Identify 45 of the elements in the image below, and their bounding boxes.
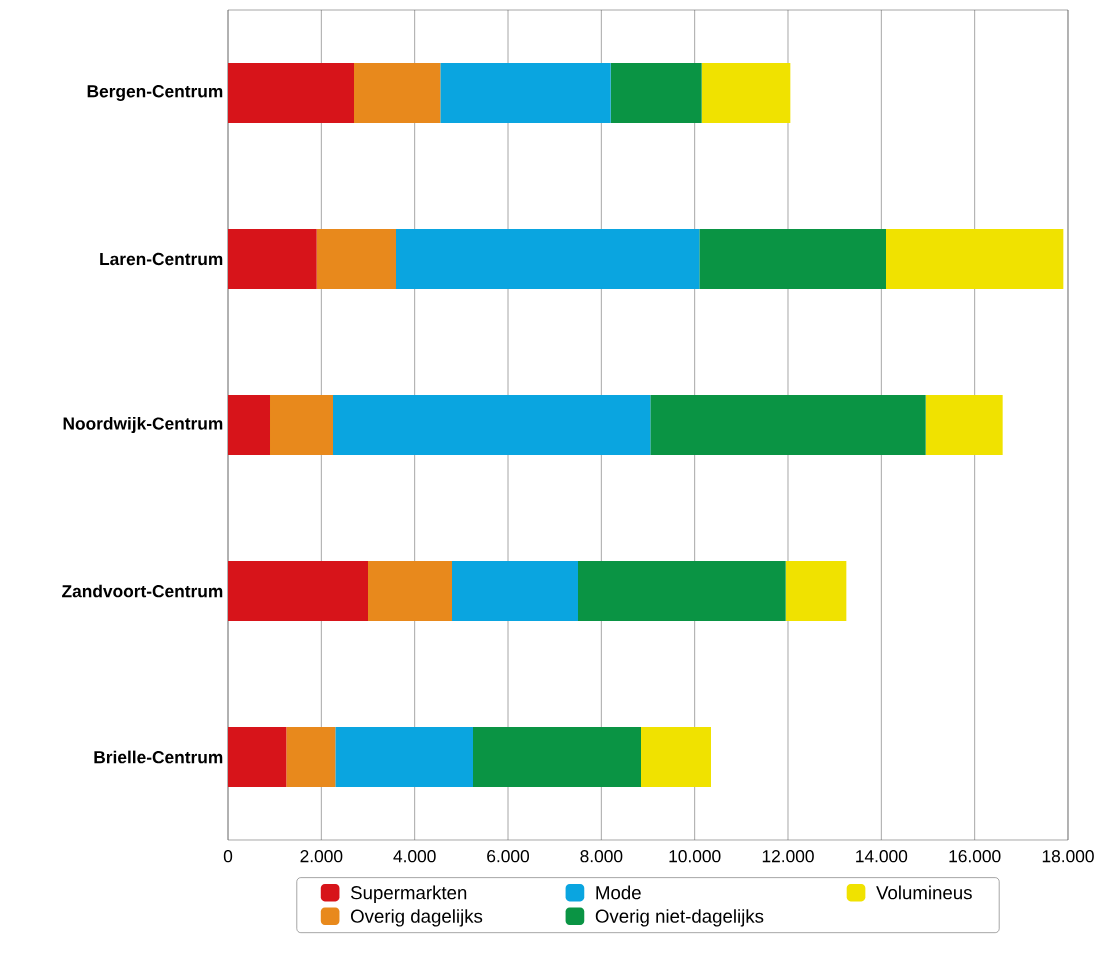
x-tick-label: 14.000 [856,850,908,863]
y-tick-label: Zandvoort-Centrum [62,584,223,598]
y-tick-label: Noordwijk-Centrum [63,416,223,434]
bar [610,63,702,123]
x-tick-label: 10.000 [669,850,721,863]
bar [270,395,334,455]
bar [473,727,641,787]
bar [925,395,1003,455]
x-tick-label: 16.000 [949,850,1001,863]
x-tick-label: 2.000 [300,850,343,863]
y-tick-label: Laren-Centrum [100,252,223,266]
x-tick-label: 4.000 [393,850,436,863]
bar [228,395,271,455]
bar [641,727,711,787]
legend-label: Mode [596,885,641,900]
legend-label: Overig dagelijks [351,909,483,927]
bar [228,63,355,123]
x-tick-label: 6.000 [487,850,530,863]
y-tick-label: Bergen-Centrum [87,85,223,101]
bar [228,561,369,621]
bar [452,561,578,621]
legend-label: Overig niet-dagelijks [595,909,764,927]
x-tick-label: 12.000 [762,850,814,863]
bar [368,561,453,621]
bar [228,727,287,787]
legend-label: Volumineus [876,885,972,900]
bar [886,229,1064,289]
bar [228,229,317,289]
legend-label: Supermarkten [350,885,467,904]
y-tick-label: Brielle-Centrum [94,750,223,764]
bar [701,63,791,123]
bar [440,63,611,123]
x-tick-label: 8.000 [580,850,623,863]
x-tick-label: 18.000 [1042,850,1094,863]
bar [354,63,441,123]
bar [650,395,926,455]
bar [785,561,847,621]
bar [335,727,474,787]
x-tick-label: 0 [223,850,233,863]
bar [333,395,651,455]
bar [316,229,397,289]
bar [286,727,336,787]
bar [699,229,886,289]
bar [396,229,700,289]
bar [578,561,786,621]
